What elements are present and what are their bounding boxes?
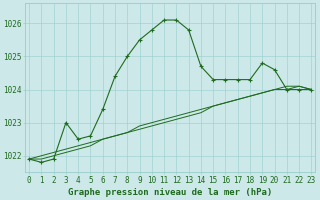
X-axis label: Graphe pression niveau de la mer (hPa): Graphe pression niveau de la mer (hPa)	[68, 188, 272, 197]
